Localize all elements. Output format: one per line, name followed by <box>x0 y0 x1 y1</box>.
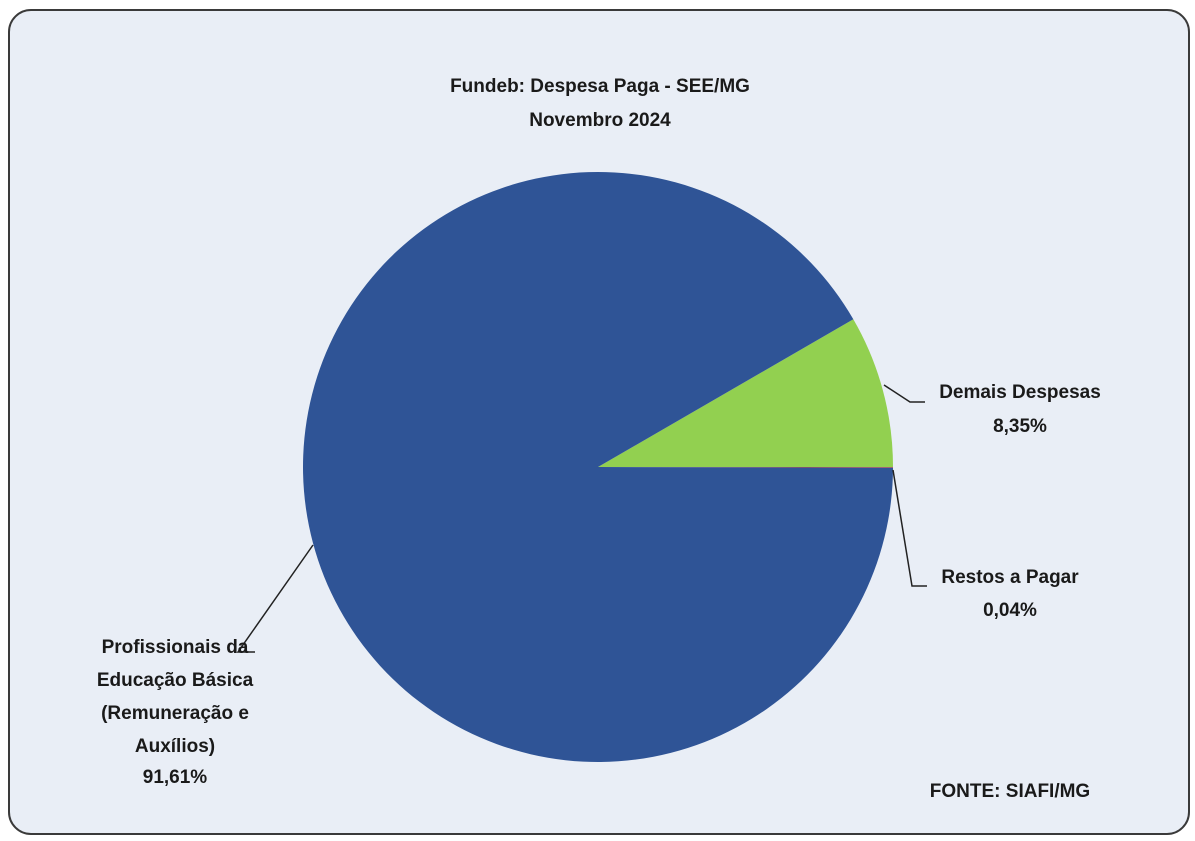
slice-label: Profissionais da Educação Básica (Remune… <box>96 637 254 757</box>
pie-slice <box>303 172 893 763</box>
pie-slice <box>598 319 893 467</box>
pie-slice <box>598 467 893 468</box>
chart-subtitle: Novembro 2024 <box>529 110 671 131</box>
slice-value-label: 91,61% <box>142 767 208 788</box>
slice-label: Demais Despesas <box>939 382 1101 403</box>
slice-label: Restos a Pagar <box>941 567 1079 588</box>
leader-lines <box>236 384 927 653</box>
slice-value-label: 0,04% <box>983 600 1037 621</box>
pie <box>303 172 893 763</box>
source-note: FONTE: SIAFI/MG <box>929 781 1091 802</box>
leader-line <box>883 384 925 403</box>
chart-title: Fundeb: Despesa Paga - SEE/MG <box>450 76 750 97</box>
leader-line <box>892 469 927 587</box>
leader-line <box>236 544 314 653</box>
slice-value-label: 8,35% <box>993 416 1047 437</box>
